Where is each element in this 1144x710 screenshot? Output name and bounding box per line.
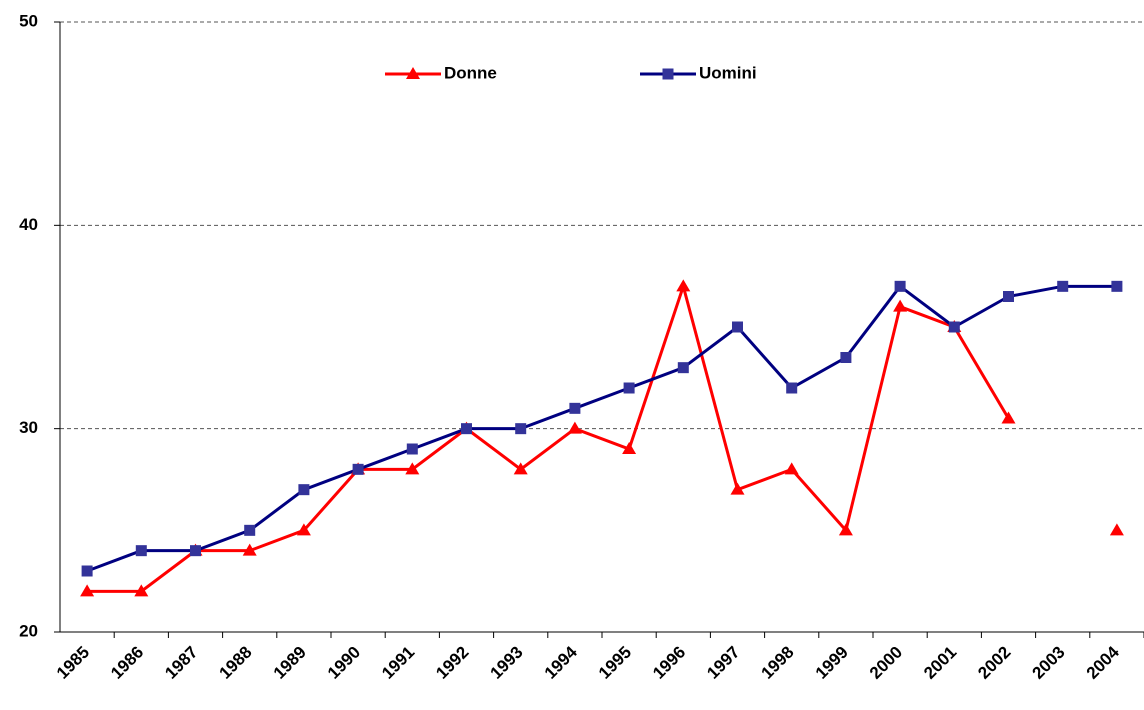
marker [838,523,853,536]
marker [730,482,745,495]
y-tick-label: 30 [19,418,38,437]
x-tick-label: 1988 [216,643,256,683]
marker [405,462,420,475]
marker [80,584,95,597]
marker [786,382,798,394]
y-tick-label: 50 [19,11,38,30]
x-tick-label: 1998 [758,643,798,683]
marker [515,423,527,435]
marker [352,463,364,475]
marker [244,524,256,536]
marker [1003,291,1014,302]
marker [1057,280,1069,292]
series-line [86,284,1117,573]
marker [840,352,852,363]
marker [135,545,147,557]
marker [569,402,581,414]
marker [1109,523,1124,536]
x-tick-label: 1993 [487,643,527,683]
x-tick-label: 1996 [649,643,689,683]
legend-marker [406,67,420,79]
marker [894,280,906,292]
x-tick-label: 2000 [866,643,906,683]
marker [623,382,635,394]
x-tick-label: 1991 [378,643,418,683]
marker [567,421,582,434]
x-tick-label: 2004 [1083,642,1124,683]
marker [1001,411,1016,424]
series-line [87,286,1117,591]
x-tick-label: 2001 [920,643,960,683]
marker [190,545,201,557]
marker [893,299,908,312]
marker [622,442,637,454]
marker [513,462,528,475]
x-tick-label: 1997 [703,643,743,683]
x-tick-label: 2003 [1029,643,1069,683]
marker [676,279,691,292]
legend-label: Donne [444,63,497,82]
x-tick-label: 1992 [432,643,472,683]
x-tick-label: 1995 [595,643,635,683]
marker [677,362,689,374]
marker [784,462,799,475]
x-tick-label: 1986 [107,643,147,683]
x-tick-label: 1985 [53,643,93,683]
marker [296,523,311,536]
y-tick-label: 40 [19,215,38,234]
x-tick-label: 2002 [974,643,1014,683]
x-tick-label: 1987 [161,643,201,683]
marker [134,584,149,597]
x-tick-label: 1989 [270,643,310,683]
marker [298,484,310,496]
x-tick-label: 1990 [324,643,364,683]
marker [461,423,472,435]
marker [1111,280,1123,292]
y-tick-label: 20 [19,621,38,640]
marker [732,321,743,333]
marker [406,443,418,455]
x-tick-label: 1999 [812,643,852,683]
x-tick-label: 1994 [541,642,582,683]
marker [81,565,93,577]
marker [242,543,257,556]
marker [948,321,960,333]
legend-marker [662,68,674,80]
legend-label: Uomini [699,63,757,82]
